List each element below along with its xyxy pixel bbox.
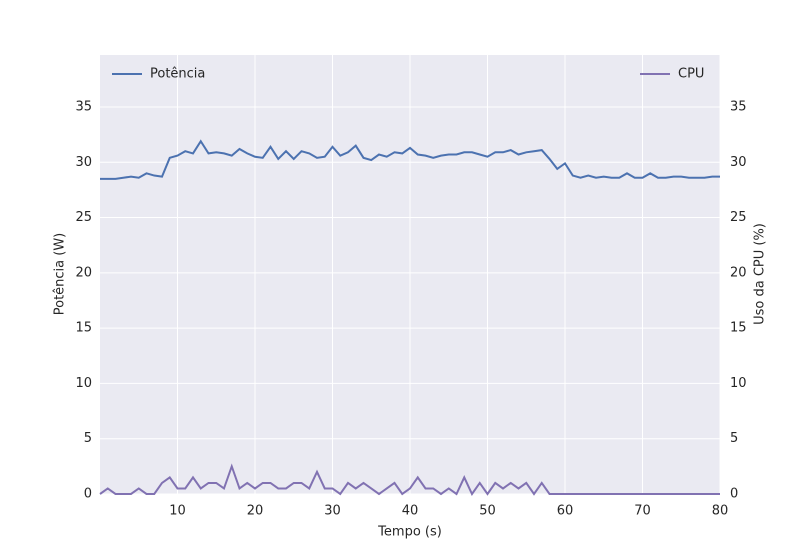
x-tick-label: 60	[557, 504, 574, 519]
x-tick-label: 70	[634, 504, 651, 519]
legend-label: CPU	[678, 67, 704, 82]
y2-tick-label: 0	[730, 487, 738, 502]
y2-tick-label: 35	[730, 99, 747, 114]
y2-tick-label: 25	[730, 210, 747, 225]
y-tick-label: 25	[75, 210, 92, 225]
y-tick-label: 35	[75, 99, 92, 114]
y-tick-label: 10	[75, 376, 92, 391]
y2-tick-label: 10	[730, 376, 747, 391]
x-tick-label: 40	[402, 504, 419, 519]
y-tick-label: 0	[84, 487, 92, 502]
y2-tick-label: 30	[730, 155, 747, 170]
x-tick-label: 80	[712, 504, 729, 519]
y-tick-label: 15	[75, 321, 92, 336]
y-tick-label: 5	[84, 431, 92, 446]
x-axis-label: Tempo (s)	[377, 525, 442, 540]
y2-axis-label: Uso da CPU (%)	[753, 223, 768, 325]
x-tick-label: 50	[479, 504, 496, 519]
series-line	[100, 139, 720, 180]
y-tick-label: 30	[75, 155, 92, 170]
x-tick-label: 30	[324, 504, 341, 519]
x-tick-label: 20	[247, 504, 264, 519]
y2-tick-label: 20	[730, 265, 747, 280]
y2-tick-label: 15	[730, 321, 747, 336]
x-tick-label: 10	[169, 504, 186, 519]
series-line	[99, 463, 720, 496]
legend-label: Potência	[150, 67, 205, 82]
y-tick-label: 20	[75, 265, 92, 280]
y-axis-label: Potência (W)	[53, 233, 68, 316]
y2-tick-label: 5	[730, 431, 738, 446]
